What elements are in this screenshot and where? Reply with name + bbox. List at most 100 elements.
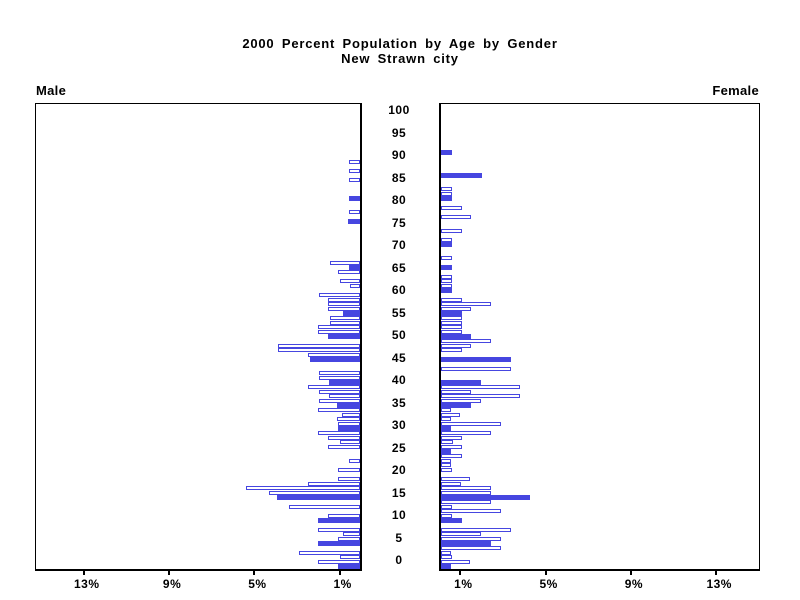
bar-male-age-7 [343, 532, 360, 537]
bar-male-age-48 [277, 343, 360, 348]
age-label-10: 10 [391, 508, 407, 522]
bar-male-age-75 [348, 218, 360, 224]
age-label-100: 100 [388, 103, 410, 117]
male-pct-1-tick [338, 570, 341, 575]
bar-male-age-65 [349, 264, 360, 270]
bar-male-age-34 [317, 408, 360, 412]
bar-male-age-10 [317, 517, 360, 523]
bar-male-age-57 [328, 302, 360, 307]
bar-female-age-70 [441, 241, 452, 247]
female-pct-5-tick [544, 570, 547, 575]
bar-male-age-66 [329, 260, 360, 265]
bar-male-age-28 [328, 435, 360, 440]
bar-female-age-31 [441, 421, 501, 426]
bar-female-age-24 [441, 454, 462, 458]
bar-female-age-16 [441, 490, 491, 495]
bar-female-age-17 [441, 486, 491, 491]
bar-female-age-78 [441, 205, 462, 210]
age-axis-labels: 0 5 10 15 20 25 30 35 40 45 50 55 60 65 70 75 80 85 90 95 10… [361, 103, 437, 568]
bar-female-age-38 [441, 389, 471, 394]
age-label-90: 90 [391, 148, 407, 162]
bar-female-age-34 [441, 408, 452, 412]
bar-female-age-29 [441, 431, 491, 435]
bar-female-age-11 [441, 513, 452, 518]
age-label-80: 80 [391, 193, 407, 207]
bar-male-age-30 [338, 425, 360, 431]
male-pct-5-tick [253, 570, 256, 575]
bar-female-age-39 [441, 385, 521, 389]
age-label-65: 65 [391, 260, 407, 275]
bar-male-age-21 [338, 467, 360, 472]
male-bars-panel [35, 103, 362, 571]
bar-female-age-1 [441, 559, 470, 564]
bar-female-age-52 [441, 325, 462, 330]
bar-female-age-7 [441, 532, 482, 537]
bar-female-age-76 [441, 214, 471, 219]
bar-male-age-18 [308, 481, 360, 486]
bar-female-age-55 [441, 310, 462, 316]
bar-female-age-10 [441, 517, 462, 523]
female-pct-13-label: 13% [706, 577, 732, 591]
bar-male-age-88 [349, 159, 360, 164]
bar-male-age-46 [308, 352, 360, 357]
age-label-50: 50 [391, 328, 407, 342]
bar-male-age-31 [338, 421, 360, 426]
bar-female-age-85 [441, 172, 482, 178]
male-pct-9-tick [168, 570, 171, 575]
bar-female-age-19 [441, 477, 471, 481]
age-label-25: 25 [391, 440, 407, 455]
female-pct-13-tick [715, 570, 718, 575]
age-label-70: 70 [391, 238, 407, 252]
bar-female-age-80 [441, 195, 452, 201]
bar-female-age-21 [441, 467, 452, 472]
bar-female-age-50 [441, 333, 471, 339]
bar-female-age-63 [441, 274, 452, 279]
age-label-95: 95 [391, 125, 407, 140]
age-label-20: 20 [391, 463, 407, 477]
bar-female-age-12 [441, 509, 501, 514]
bar-female-age-6 [441, 536, 501, 541]
bar-male-age-51 [318, 329, 360, 334]
bar-male-age-45 [309, 356, 360, 362]
bar-female-age-5 [441, 540, 491, 546]
bar-male-age-16 [268, 490, 360, 495]
bar-female-age-4 [441, 546, 501, 550]
male-pct-9-label: 9% [162, 577, 182, 591]
bar-male-age-5 [318, 540, 360, 546]
bar-male-age-13 [288, 504, 360, 509]
bar-male-age-86 [349, 168, 360, 173]
bar-female-age-82 [441, 187, 452, 192]
male-pct-1-label: 1% [333, 577, 352, 591]
bar-female-age-90 [441, 149, 452, 155]
bar-female-age-49 [441, 339, 491, 343]
bar-male-age-84 [349, 178, 360, 182]
bar-female-age-0 [441, 563, 452, 569]
bar-male-age-2 [340, 555, 360, 560]
bar-female-age-60 [441, 287, 452, 293]
bar-male-age-8 [318, 527, 360, 532]
age-label-5: 5 [395, 530, 403, 545]
bar-male-age-59 [319, 293, 360, 297]
female-panel-label: Female [712, 83, 759, 98]
bar-male-age-39 [308, 385, 360, 389]
bar-male-age-29 [318, 431, 360, 435]
bar-male-age-50 [327, 333, 360, 339]
bar-male-age-15 [277, 494, 360, 500]
bar-female-age-71 [441, 237, 452, 242]
bar-female-age-58 [441, 297, 462, 302]
bar-female-age-57 [441, 302, 491, 307]
bar-male-age-41 [319, 375, 360, 380]
bar-female-age-25 [441, 448, 452, 454]
bar-female-age-43 [441, 366, 511, 371]
age-label-15: 15 [391, 485, 407, 500]
bar-male-age-80 [349, 195, 360, 201]
bar-female-age-30 [441, 425, 452, 431]
bar-male-age-36 [319, 398, 360, 403]
bar-female-age-18 [441, 481, 462, 486]
bar-male-age-61 [349, 283, 360, 288]
bar-male-age-0 [338, 563, 360, 569]
bar-male-age-17 [245, 486, 360, 491]
bar-male-age-35 [336, 402, 360, 408]
bar-male-age-77 [349, 210, 360, 215]
bar-female-age-37 [441, 394, 521, 399]
